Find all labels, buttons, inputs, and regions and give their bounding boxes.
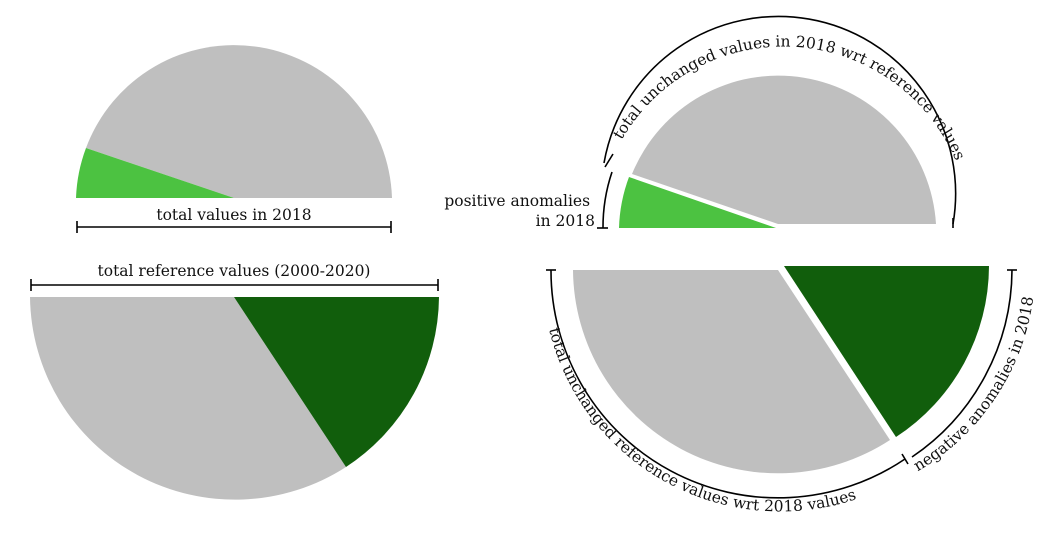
positive-anomalies-wedge xyxy=(76,148,234,198)
positive-arc-bracket xyxy=(597,171,613,229)
total-reference-bracket xyxy=(30,279,439,291)
top-arc-bracket xyxy=(603,15,957,228)
unchanged-reference-wedge-exploded xyxy=(573,270,890,474)
positive-anomalies-wedge-exploded xyxy=(619,177,776,228)
negative-arc-bracket xyxy=(911,269,1017,458)
total-values-bracket xyxy=(76,221,392,233)
positive-anomalies-label: positive anomalies in 2018 xyxy=(444,192,595,230)
bottom-left-semicircle xyxy=(30,297,439,500)
negative-anomalies-wedge xyxy=(234,297,439,467)
top-right-semicircle xyxy=(619,75,936,228)
unchanged-reference-wedge xyxy=(30,297,346,500)
total-reference-label: total reference values (2000-2020) xyxy=(98,262,371,280)
top-left-semicircle xyxy=(76,45,392,199)
bottom-right-semicircle xyxy=(573,266,989,474)
unchanged-2018-wedge xyxy=(86,45,392,199)
negative-anomalies-wedge-exploded xyxy=(784,266,989,437)
total-values-label: total values in 2018 xyxy=(156,206,311,224)
bottom-arc-bracket xyxy=(546,269,909,499)
unchanged-2018-wedge-exploded xyxy=(632,75,936,224)
